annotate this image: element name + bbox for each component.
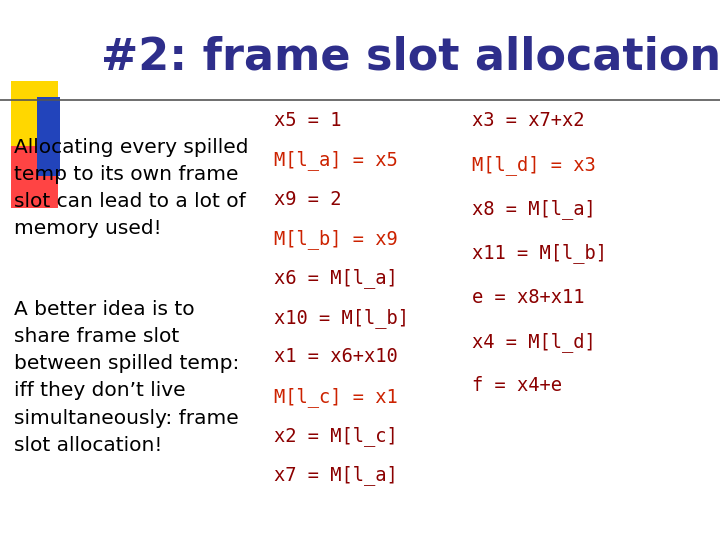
Text: Allocating every spilled
temp to its own frame
slot can lead to a lot of
memory : Allocating every spilled temp to its own… (14, 138, 249, 239)
Text: x4 = M[l_d]: x4 = M[l_d] (472, 332, 595, 352)
Text: A better idea is to
share frame slot
between spilled temp:
iff they don’t live
s: A better idea is to share frame slot bet… (14, 300, 240, 455)
Text: x9 = 2: x9 = 2 (274, 190, 341, 208)
Text: x7 = M[l_a]: x7 = M[l_a] (274, 465, 397, 485)
Text: x2 = M[l_c]: x2 = M[l_c] (274, 426, 397, 446)
Text: M[l_a] = x5: M[l_a] = x5 (274, 150, 397, 170)
Text: #2: frame slot allocation: #2: frame slot allocation (101, 35, 720, 78)
Text: x10 = M[l_b]: x10 = M[l_b] (274, 308, 409, 328)
Text: x11 = M[l_b]: x11 = M[l_b] (472, 244, 606, 264)
Text: x6 = M[l_a]: x6 = M[l_a] (274, 268, 397, 288)
FancyBboxPatch shape (37, 97, 60, 176)
Text: x8 = M[l_a]: x8 = M[l_a] (472, 199, 595, 219)
Text: M[l_c] = x1: M[l_c] = x1 (274, 387, 397, 407)
Text: M[l_d] = x3: M[l_d] = x3 (472, 155, 595, 175)
Text: e = x8+x11: e = x8+x11 (472, 288, 584, 307)
FancyBboxPatch shape (11, 81, 58, 151)
FancyBboxPatch shape (11, 146, 58, 208)
Text: x5 = 1: x5 = 1 (274, 111, 341, 130)
Text: f = x4+e: f = x4+e (472, 376, 562, 395)
Text: M[l_b] = x9: M[l_b] = x9 (274, 229, 397, 249)
Text: x1 = x6+x10: x1 = x6+x10 (274, 347, 397, 366)
Text: x3 = x7+x2: x3 = x7+x2 (472, 111, 584, 130)
